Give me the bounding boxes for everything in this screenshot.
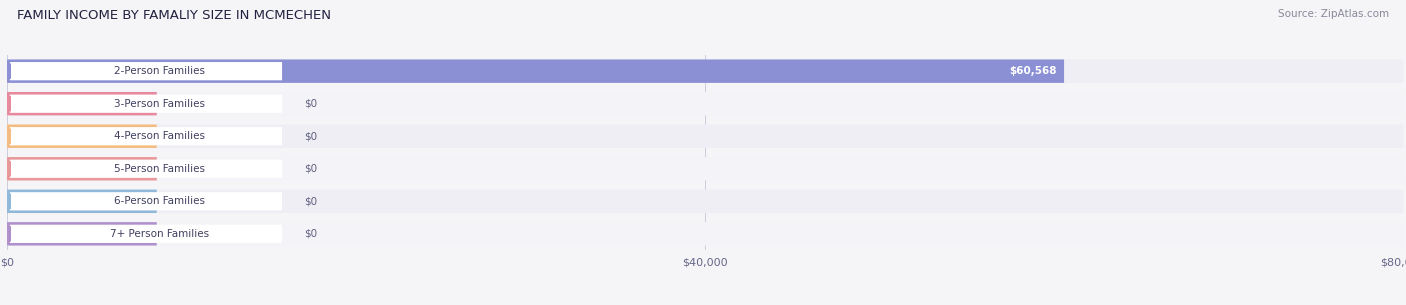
Text: 4-Person Families: 4-Person Families bbox=[114, 131, 205, 141]
Text: 2-Person Families: 2-Person Families bbox=[114, 66, 205, 76]
FancyBboxPatch shape bbox=[7, 190, 1403, 213]
Text: $0: $0 bbox=[305, 229, 318, 239]
Text: 6-Person Families: 6-Person Families bbox=[114, 196, 205, 206]
FancyBboxPatch shape bbox=[10, 95, 283, 113]
Text: $0: $0 bbox=[305, 164, 318, 174]
FancyBboxPatch shape bbox=[10, 62, 283, 80]
FancyBboxPatch shape bbox=[7, 157, 1403, 181]
Text: 7+ Person Families: 7+ Person Families bbox=[110, 229, 209, 239]
FancyBboxPatch shape bbox=[7, 92, 1403, 115]
Text: $0: $0 bbox=[305, 131, 318, 141]
FancyBboxPatch shape bbox=[10, 127, 283, 145]
Text: Source: ZipAtlas.com: Source: ZipAtlas.com bbox=[1278, 9, 1389, 19]
FancyBboxPatch shape bbox=[7, 222, 1403, 246]
Text: FAMILY INCOME BY FAMALIY SIZE IN MCMECHEN: FAMILY INCOME BY FAMALIY SIZE IN MCMECHE… bbox=[17, 9, 330, 22]
FancyBboxPatch shape bbox=[10, 160, 283, 178]
Text: 5-Person Families: 5-Person Families bbox=[114, 164, 205, 174]
Text: 3-Person Families: 3-Person Families bbox=[114, 99, 205, 109]
Text: $0: $0 bbox=[305, 196, 318, 206]
FancyBboxPatch shape bbox=[10, 192, 283, 210]
FancyBboxPatch shape bbox=[7, 190, 156, 213]
FancyBboxPatch shape bbox=[7, 124, 156, 148]
FancyBboxPatch shape bbox=[7, 59, 1064, 83]
Text: $60,568: $60,568 bbox=[1010, 66, 1057, 76]
FancyBboxPatch shape bbox=[7, 92, 156, 115]
Text: $0: $0 bbox=[305, 99, 318, 109]
FancyBboxPatch shape bbox=[10, 225, 283, 243]
FancyBboxPatch shape bbox=[7, 59, 1403, 83]
FancyBboxPatch shape bbox=[7, 222, 156, 246]
FancyBboxPatch shape bbox=[7, 124, 1403, 148]
FancyBboxPatch shape bbox=[7, 157, 156, 181]
